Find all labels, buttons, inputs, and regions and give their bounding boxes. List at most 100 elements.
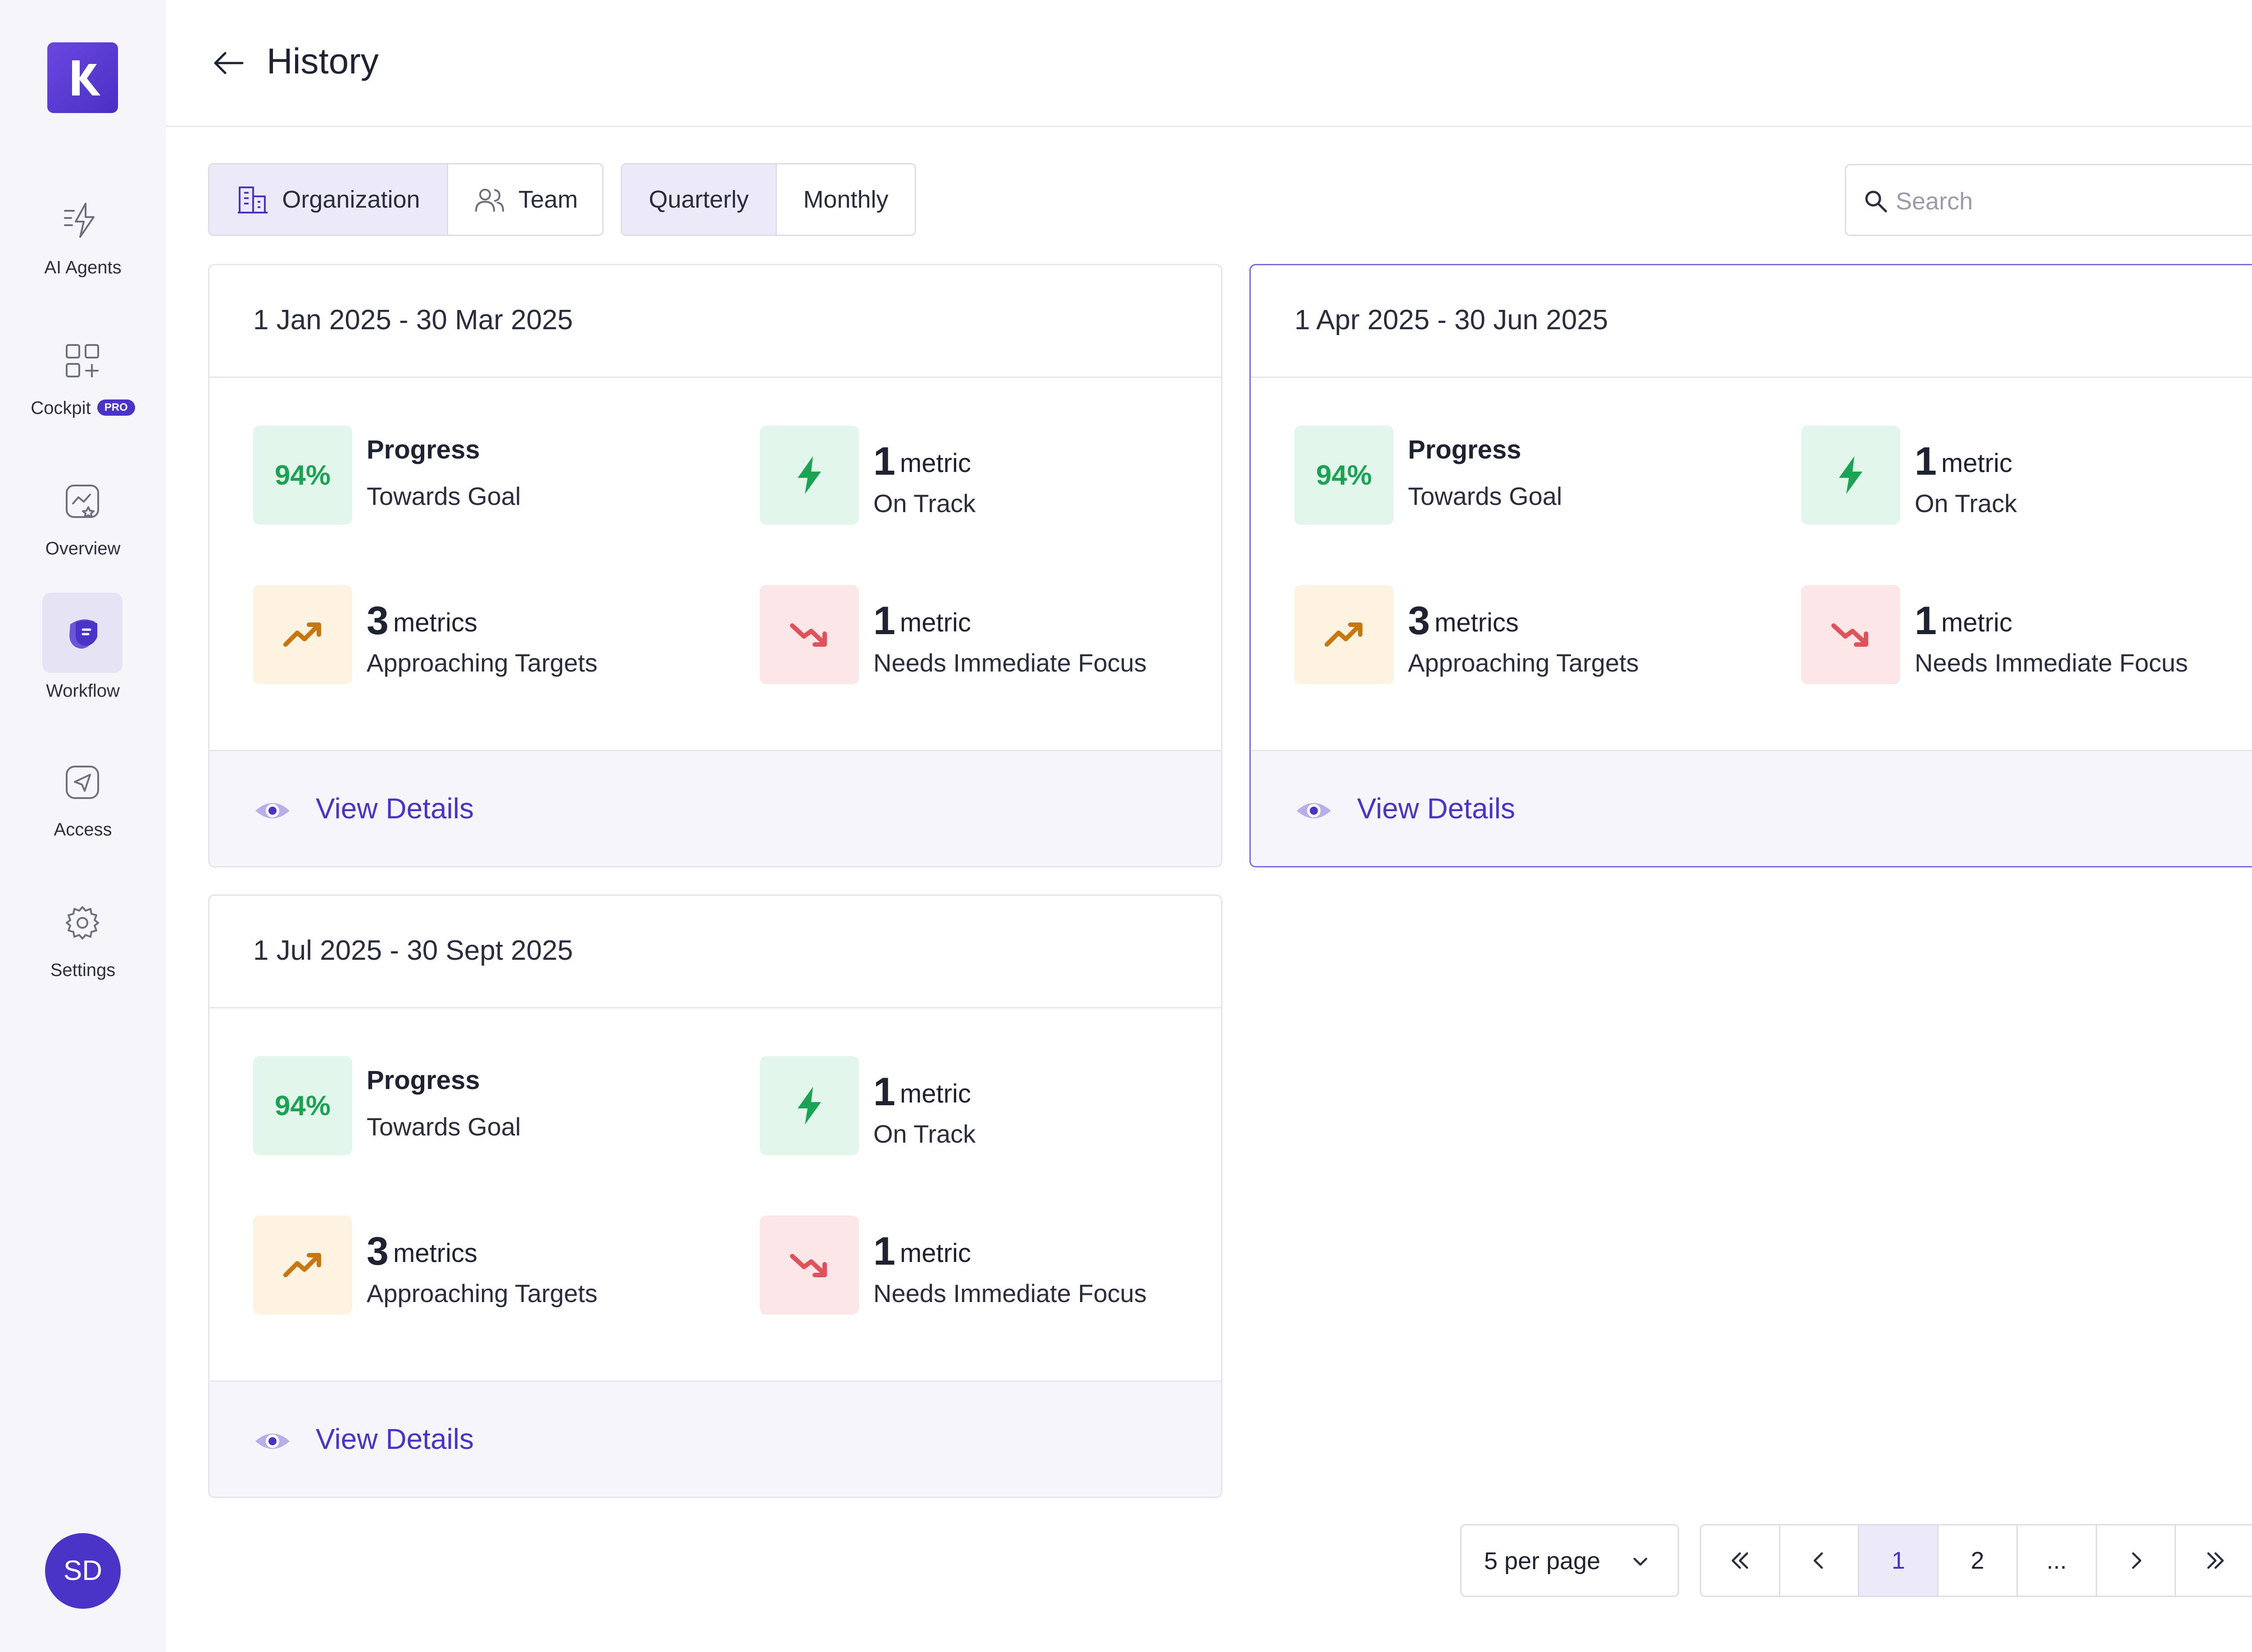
per-page-select[interactable]: 5 per page [1460,1524,1679,1597]
metric-count: 1 [1915,439,1937,483]
sidebar-item-settings[interactable]: Settings [0,883,166,1009]
view-details-link[interactable]: View Details [1357,792,1515,825]
progress-label: Progress [1408,435,1521,464]
metric-title: Progress [367,1065,480,1095]
trend-down-icon [760,585,859,684]
page-button[interactable]: 2 [1939,1525,2018,1596]
building-icon [238,186,268,213]
page-header: History [166,0,2252,127]
progress-value: 94% [274,1090,331,1121]
per-page-value: 5 per page [1484,1548,1601,1575]
sidebar-item-label-row: Cockpit PRO [0,398,166,418]
tab-label: Organization [282,186,420,213]
chevron-left-icon [1813,1552,1823,1569]
metric-on-track: 1 metric On Track [760,1056,1165,1155]
metric-approaching: 3 metrics Approaching Targets [253,585,658,684]
metric-count-row: 3 metrics [367,595,477,643]
metric-count-row: 1 metric [1915,436,2012,483]
tab-organization[interactable]: Organization [209,164,448,235]
metric-unit: metric [899,449,971,478]
trend-down-icon [1801,585,1900,684]
metric-count: 1 [873,598,895,643]
metric-unit: metrics [1434,608,1519,637]
view-details-link[interactable]: View Details [316,1423,474,1455]
metric-count: 1 [873,439,895,483]
logo-mark-icon [72,60,100,95]
period-card[interactable]: 1 Apr 2025 - 30 Jun 2025 94% Progress To… [1249,264,2252,867]
metric-count: 3 [1408,598,1430,643]
sidebar-item-label: AI Agents [44,258,122,277]
progress-value: 94% [274,459,331,491]
card-footer: View Details [1251,750,2252,866]
next-page-button[interactable] [2097,1525,2176,1596]
cockpit-icon [42,321,123,401]
view-details-link[interactable]: View Details [316,792,474,825]
period-card[interactable]: 1 Jan 2025 - 30 Mar 2025 94% Progress To… [208,264,1222,867]
metric-subtitle: On Track [873,1120,976,1148]
metric-unit: metric [1941,449,2012,478]
metric-count: 3 [367,598,389,643]
sidebar-item-cockpit[interactable]: Cockpit PRO [0,321,166,447]
metric-count-row: 1 metric [873,1225,971,1273]
metric-unit: metrics [393,608,477,637]
last-page-button[interactable] [2176,1525,2252,1596]
metric-title: Progress [367,435,480,465]
sidebar-item-label: Overview [45,539,121,558]
metric-needs-focus: 1 metric Needs Immediate Focus [1801,585,2207,684]
progress-badge: 94% [253,426,352,525]
pro-badge: PRO [97,399,135,416]
metric-subtitle: Towards Goal [367,482,521,510]
metric-unit: metric [899,608,971,637]
metric-on-track: 1 metric On Track [1801,426,2207,525]
metric-unit: metric [899,1239,971,1268]
prev-page-button[interactable] [1780,1525,1860,1596]
metric-subtitle: Approaching Targets [367,649,598,677]
card-title: 1 Jul 2025 - 30 Sept 2025 [253,935,573,966]
trend-up-icon [253,1216,352,1315]
access-icon [42,742,123,822]
first-page-button[interactable] [1701,1525,1780,1596]
page-ellipsis[interactable]: ... [2018,1525,2097,1596]
chevron-down-icon [1633,1557,1648,1566]
card-header: 1 Apr 2025 - 30 Jun 2025 [1251,265,2252,378]
tab-quarterly[interactable]: Quarterly [622,164,777,235]
sidebar-item-workflow[interactable]: Workflow [0,593,166,719]
tab-monthly[interactable]: Monthly [777,164,915,235]
sidebar-item-label: Workflow [46,681,120,701]
trend-down-icon [760,1216,859,1315]
metric-progress: 94% Progress Towards Goal [253,426,658,525]
eye-icon [1297,803,1331,818]
workflow-icon [42,593,123,673]
metric-count-row: 1 metric [873,595,971,643]
search-input[interactable] [1896,179,2247,224]
sidebar-item-access[interactable]: Access [0,742,166,868]
team-icon [475,189,504,212]
avatar[interactable]: SD [45,1533,121,1609]
metric-progress: 94% Progress Towards Goal [1294,426,1700,525]
metric-count-row: 1 metric [873,436,971,483]
sidebar-item-label: Cockpit [31,398,91,418]
metric-subtitle: Needs Immediate Focus [873,649,1147,677]
sidebar-item-overview[interactable]: Overview [0,461,166,587]
metric-count-row: 1 metric [1915,595,2012,643]
page-button[interactable]: 1 [1859,1525,1939,1596]
trend-up-icon [1294,585,1394,684]
metric-on-track: 1 metric On Track [760,426,1165,525]
pagination: 1 2 ... [1700,1524,2252,1597]
metric-unit: metric [1941,608,2012,637]
metric-subtitle: Needs Immediate Focus [1915,649,2188,677]
search-icon [1865,191,1887,213]
card-title: 1 Jan 2025 - 30 Mar 2025 [253,304,573,336]
metric-approaching: 3 metrics Approaching Targets [1294,585,1700,684]
progress-badge: 94% [1294,426,1394,525]
tab-team[interactable]: Team [448,164,602,235]
metric-needs-focus: 1 metric Needs Immediate Focus [760,1216,1165,1315]
scope-toggle: Organization Team [208,163,604,236]
progress-value: 94% [1316,459,1372,491]
sidebar-item-ai-agents[interactable]: AI Agents [0,180,166,306]
progress-badge: 94% [253,1056,352,1155]
progress-label: Progress [367,435,480,464]
period-card[interactable]: 1 Jul 2025 - 30 Sept 2025 94% Progress T… [208,894,1222,1498]
app-logo[interactable] [47,42,118,113]
back-arrow-icon[interactable] [211,45,247,81]
